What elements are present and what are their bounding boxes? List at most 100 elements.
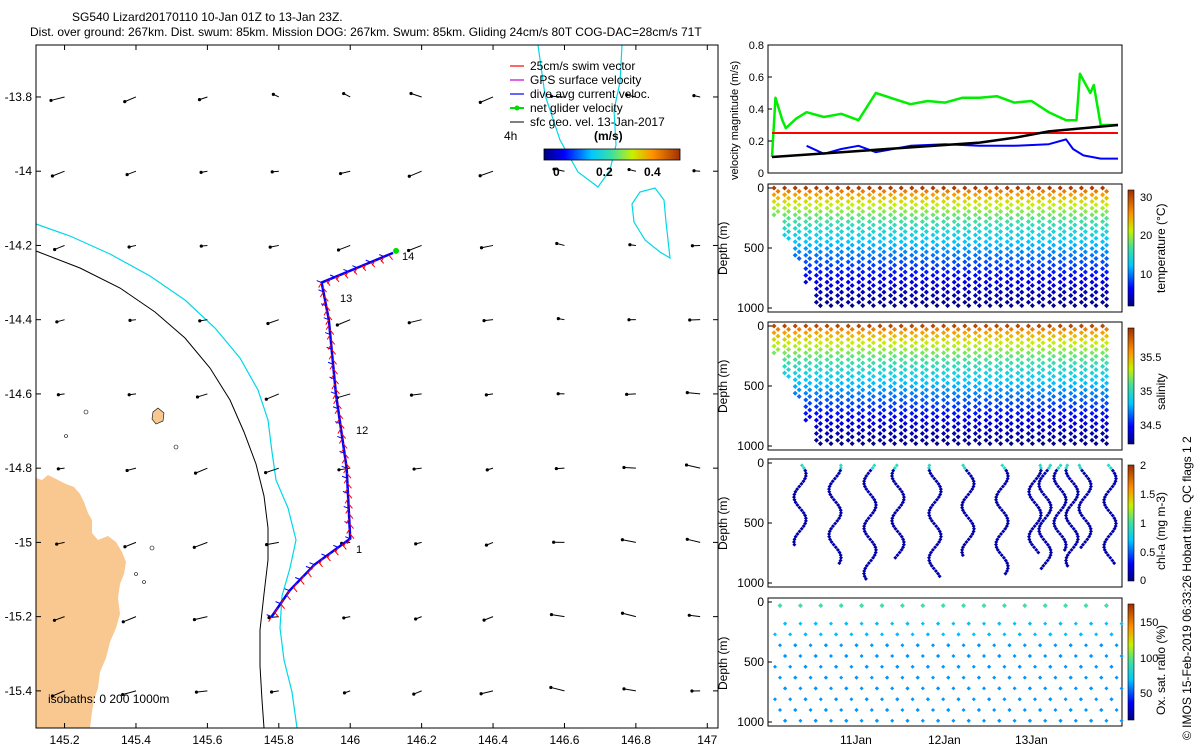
profile-point	[786, 353, 792, 359]
profile-point	[1060, 534, 1065, 539]
profile-point	[856, 293, 862, 299]
profile-point	[856, 377, 862, 383]
profile-point	[941, 225, 947, 231]
profile-point	[997, 505, 1002, 510]
geo-arrow	[194, 541, 208, 548]
profile-point	[1100, 192, 1106, 198]
profile-point	[994, 259, 1000, 265]
profile-point	[795, 532, 800, 537]
profile-point	[1052, 518, 1057, 523]
profile-point	[881, 407, 887, 413]
profile-point	[929, 563, 934, 568]
profile-point	[824, 330, 830, 336]
profile-point	[1008, 387, 1014, 393]
profile-point	[839, 195, 845, 201]
profile-point	[877, 299, 883, 305]
profile-point	[877, 198, 883, 204]
profile-point	[933, 569, 938, 573]
profile-point	[930, 225, 936, 231]
profile-point	[807, 262, 813, 268]
profile-point	[796, 202, 802, 208]
geo-arrow	[52, 170, 65, 177]
profile-point	[1082, 222, 1088, 228]
profile-point	[1015, 424, 1021, 430]
island-1	[151, 407, 165, 425]
profile-point	[1001, 603, 1007, 609]
profile-point	[913, 347, 919, 353]
profile-point	[898, 431, 904, 437]
map-xtick-label: 145.4	[121, 733, 151, 747]
profile-point	[913, 394, 919, 400]
profile-point	[964, 468, 969, 473]
profile-point	[941, 697, 946, 702]
profile-point	[1015, 437, 1021, 443]
chla-points	[792, 463, 1118, 581]
profile-point	[898, 286, 904, 292]
profile-point	[1068, 232, 1074, 238]
profile-point	[866, 259, 872, 265]
swim-vector	[347, 482, 352, 489]
profile-point	[1048, 697, 1053, 702]
profile-point	[962, 259, 968, 265]
profile-point	[892, 360, 898, 366]
profile-point	[976, 367, 982, 373]
profile-point	[839, 209, 845, 215]
profile-point	[976, 353, 982, 359]
profile-point	[1047, 259, 1053, 265]
profile-point	[902, 195, 908, 201]
profile-point	[1100, 212, 1106, 218]
profile-point	[951, 336, 957, 342]
profile-point	[1057, 437, 1063, 443]
profile-point	[923, 340, 929, 346]
profile-point	[877, 205, 883, 211]
profile-point	[1052, 473, 1057, 478]
profile-point	[976, 340, 982, 346]
profile-point	[1015, 357, 1021, 363]
profile-point	[835, 330, 841, 336]
profile-point	[919, 350, 925, 356]
profile-point	[849, 262, 855, 268]
day-label-12: 12	[356, 425, 368, 437]
profile-point	[1072, 347, 1078, 353]
profile-point	[824, 225, 830, 231]
profile-point	[1051, 360, 1057, 366]
profile-point	[987, 394, 993, 400]
profile-point	[923, 434, 929, 440]
profile-point	[934, 380, 940, 386]
velocity-ytick-label: 0.6	[749, 72, 764, 84]
profile-point	[828, 235, 834, 241]
profile-point	[1061, 373, 1067, 379]
profile-point	[1068, 336, 1074, 342]
profile-point	[828, 202, 834, 208]
profile-point	[881, 256, 887, 262]
profile-point	[994, 239, 1000, 245]
profile-point	[1040, 373, 1046, 379]
profile-point	[1100, 293, 1106, 299]
swim-vector	[319, 558, 323, 565]
profile-point	[839, 387, 845, 393]
profile-point	[1015, 185, 1021, 191]
profile-point	[935, 542, 940, 547]
swim-vector	[327, 314, 333, 321]
profile-point	[1040, 256, 1046, 262]
profile-point	[930, 343, 936, 349]
profile-point	[928, 516, 933, 521]
profile-point	[1072, 289, 1078, 295]
profile-point	[849, 188, 855, 194]
profile-point	[828, 326, 834, 332]
profile-point	[1051, 394, 1057, 400]
glider-track	[266, 247, 400, 622]
geo-arrow-head	[556, 392, 560, 396]
profile-point	[866, 336, 872, 342]
profile-point	[1057, 377, 1063, 383]
profile-point	[998, 427, 1004, 433]
profile-point	[987, 427, 993, 433]
profile-point	[934, 373, 940, 379]
profile-point	[962, 279, 968, 285]
profile-point	[1058, 463, 1063, 468]
profile-point	[796, 380, 802, 386]
profile-point	[997, 621, 1002, 626]
profile-point	[972, 424, 978, 430]
current-vector	[330, 391, 337, 395]
